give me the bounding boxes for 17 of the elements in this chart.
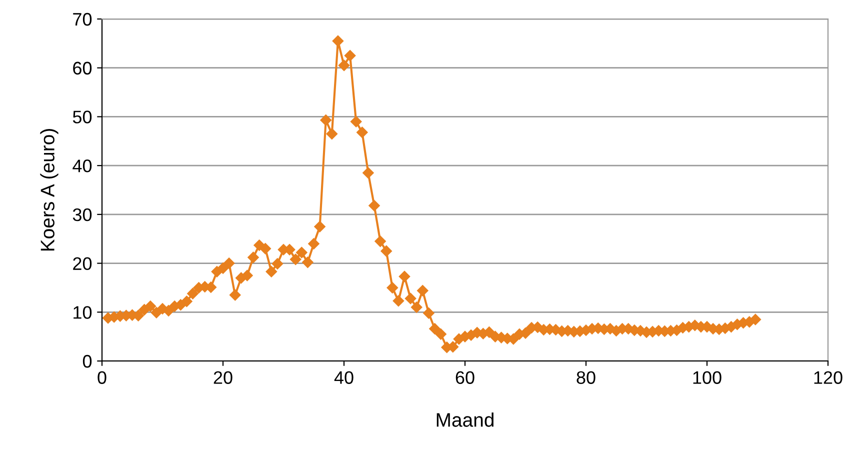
x-axis-title: Maand — [436, 412, 494, 427]
y-axis-title: Koers A (euro) — [40, 129, 58, 251]
y-tick-label: 0 — [82, 354, 92, 368]
x-tick-label: 40 — [334, 371, 354, 384]
y-tick-label: 40 — [72, 160, 92, 172]
x-tick-label: 100 — [693, 371, 722, 384]
x-tick-label: 120 — [814, 371, 842, 384]
x-tick-label: 80 — [576, 371, 596, 384]
y-tick-label: 10 — [74, 306, 92, 319]
x-tick-label: 20 — [214, 371, 232, 384]
x-tick-label: 0 — [98, 371, 106, 384]
y-tick-label: 50 — [72, 110, 92, 124]
x-tick-label: 60 — [456, 371, 474, 384]
y-tick-label: 20 — [73, 257, 92, 270]
y-tick-label: 30 — [72, 208, 92, 222]
y-tick-label: 70 — [73, 12, 92, 26]
y-tick-label: 60 — [73, 62, 92, 75]
